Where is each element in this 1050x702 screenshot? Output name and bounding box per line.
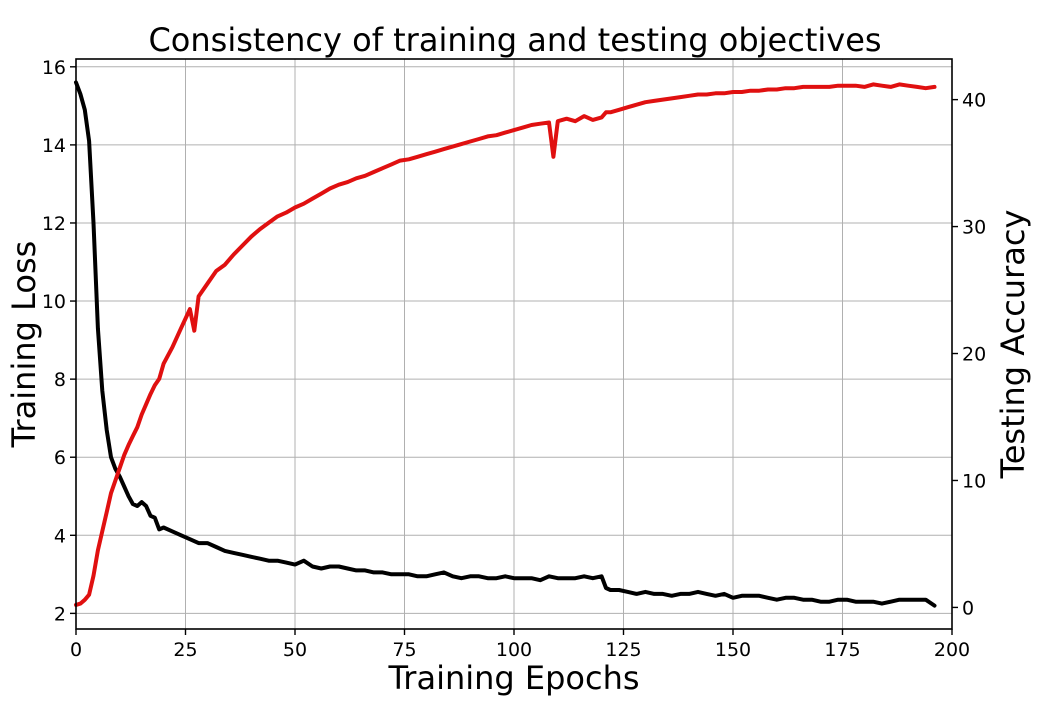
y2-tick-label: 0	[962, 597, 974, 619]
series-layer	[74, 80, 937, 608]
chart-title: Consistency of training and testing obje…	[148, 21, 881, 59]
x-tick-label: 200	[934, 639, 970, 661]
y-axis-label: Training Loss	[5, 241, 43, 449]
y2-tick-label: 40	[962, 90, 986, 112]
testing-accuracy-line	[74, 82, 937, 607]
y-tick-label: 12	[42, 213, 66, 235]
y-tick-label: 14	[42, 135, 66, 157]
y-tick-label: 6	[54, 447, 66, 469]
y-tick-label: 4	[54, 525, 66, 547]
y2-axis-label: Testing Accuracy	[994, 210, 1032, 480]
y2-tick-label: 10	[962, 470, 986, 492]
x-tick-label: 25	[173, 639, 197, 661]
x-tick-label: 75	[392, 639, 416, 661]
training-loss-line	[74, 80, 937, 608]
x-tick-label: 175	[824, 639, 860, 661]
x-tick-label: 100	[496, 639, 532, 661]
y2-tick-label: 20	[962, 344, 986, 366]
x-tick-label: 0	[70, 639, 82, 661]
y-tick-label: 2	[54, 603, 66, 625]
x-axis-label: Training Epochs	[387, 659, 639, 697]
tick-layer: 0 25 50 75 100 125 150 175 200 2 4 6 8 10 12 14 16 0 10 20 3…	[42, 57, 986, 661]
y-tick-label: 10	[42, 291, 66, 313]
x-tick-label: 125	[605, 639, 641, 661]
y-tick-label: 16	[42, 57, 66, 79]
x-tick-label: 150	[715, 639, 751, 661]
grid	[76, 59, 952, 629]
x-tick-label: 50	[283, 639, 307, 661]
y-tick-label: 8	[54, 369, 66, 391]
y2-tick-label: 30	[962, 217, 986, 239]
